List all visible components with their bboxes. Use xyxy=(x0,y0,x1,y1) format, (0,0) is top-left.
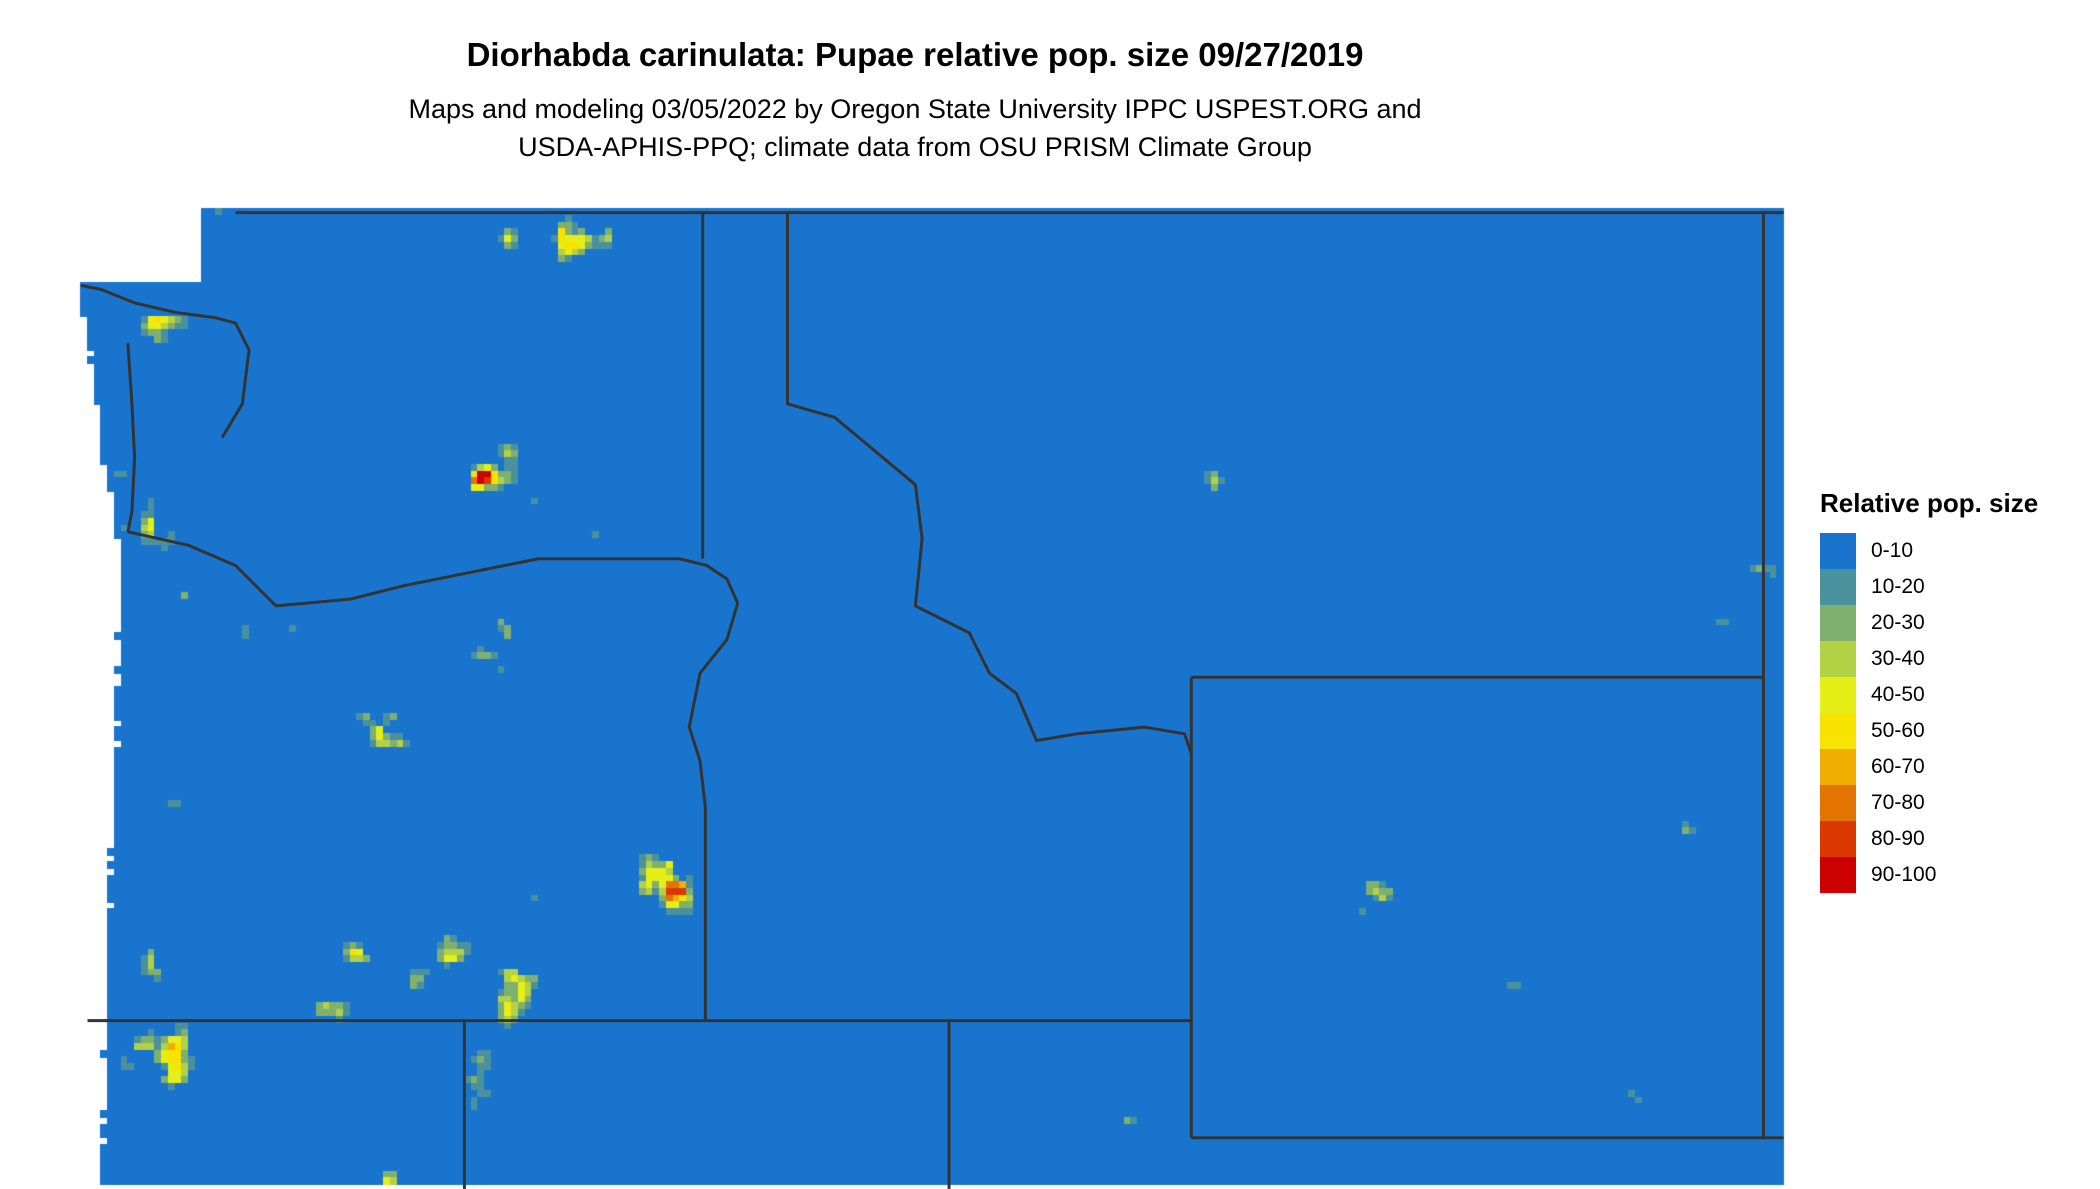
legend-label: 80-90 xyxy=(1871,827,1925,850)
population-raster-map xyxy=(0,200,2100,1189)
legend-item: 10-20 xyxy=(1820,569,2038,605)
legend-title: Relative pop. size xyxy=(1820,488,2039,518)
legend-item: 50-60 xyxy=(1820,713,2038,749)
legend-label: 0-10 xyxy=(1871,539,1914,562)
legend-swatch xyxy=(1820,749,1856,785)
legend-swatch xyxy=(1820,713,1856,749)
legend-label: 10-20 xyxy=(1871,575,1925,598)
legend: Relative pop. size 0-10 10-20 20-30 30-40 40… xyxy=(1820,488,2038,893)
legend-item: 40-50 xyxy=(1820,677,2038,713)
legend-item: 60-70 xyxy=(1820,749,2038,785)
map-title: Diorhabda carinulata: Pupae relative pop… xyxy=(466,36,1364,73)
map-subtitle-line-1: Maps and modeling 03/05/2022 by Oregon S… xyxy=(408,94,1422,124)
legend-swatch xyxy=(1820,605,1856,641)
legend-item: 80-90 xyxy=(1820,821,2038,857)
legend-item: 0-10 xyxy=(1820,533,2038,569)
legend-label: 30-40 xyxy=(1871,647,1925,670)
legend-label: 60-70 xyxy=(1871,755,1925,778)
legend-swatch xyxy=(1820,857,1856,893)
legend-item: 20-30 xyxy=(1820,605,2038,641)
legend-swatch xyxy=(1820,785,1856,821)
legend-swatch xyxy=(1820,569,1856,605)
legend-swatch xyxy=(1820,821,1856,857)
legend-item: 70-80 xyxy=(1820,785,2038,821)
legend-label: 40-50 xyxy=(1871,683,1925,706)
legend-swatch xyxy=(1820,677,1856,713)
legend-item: 30-40 xyxy=(1820,641,2038,677)
legend-label: 20-30 xyxy=(1871,611,1925,634)
legend-label: 90-100 xyxy=(1871,863,1937,886)
legend-swatch xyxy=(1820,533,1856,569)
map-subtitle-line-2: USDA-APHIS-PPQ; climate data from OSU PR… xyxy=(518,132,1312,162)
legend-swatch xyxy=(1820,641,1856,677)
legend-label: 70-80 xyxy=(1871,791,1925,814)
legend-item: 90-100 xyxy=(1820,857,2038,893)
legend-label: 50-60 xyxy=(1871,719,1925,742)
